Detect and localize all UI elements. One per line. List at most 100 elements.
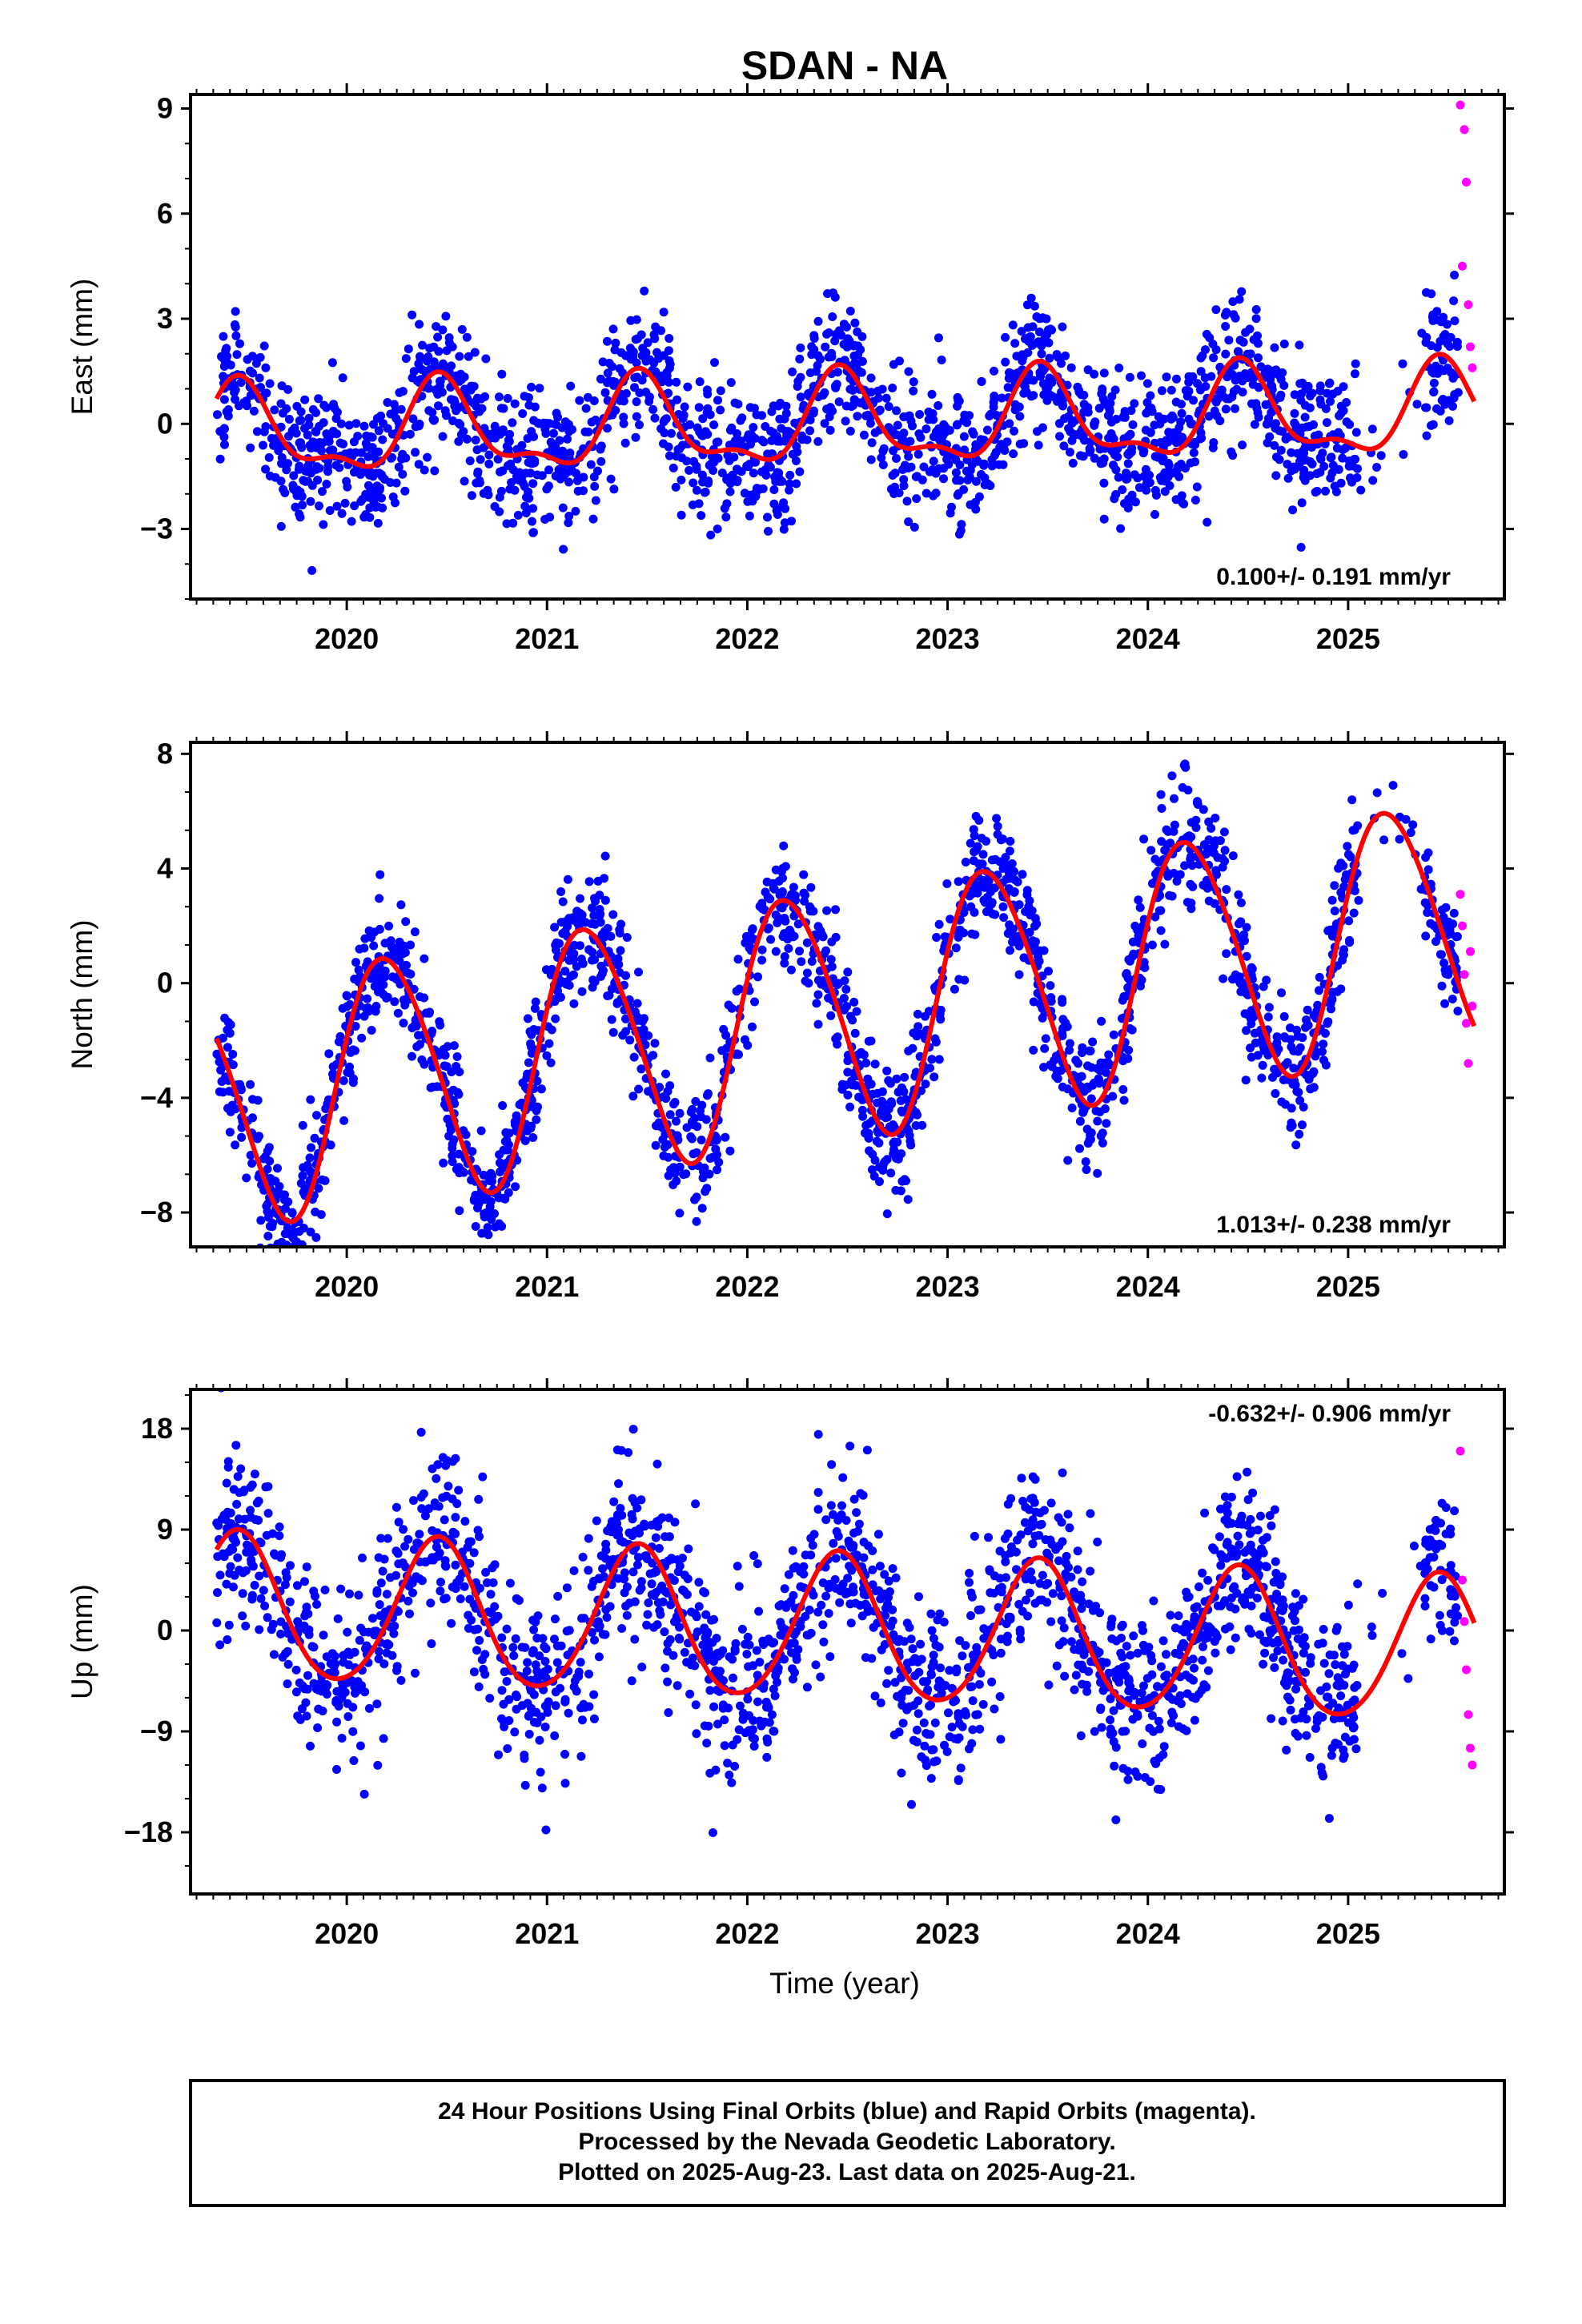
- north-final-point: [1156, 926, 1166, 935]
- up-final-point: [837, 1501, 846, 1510]
- north-final-point: [1030, 922, 1039, 931]
- north-final-point: [793, 919, 803, 929]
- north-final-point: [528, 1133, 538, 1142]
- north-final-point: [555, 939, 564, 948]
- east-final-point: [1163, 459, 1173, 468]
- north-final-point: [1006, 946, 1014, 955]
- east-final-point: [444, 333, 454, 343]
- north-final-point: [1257, 1036, 1267, 1046]
- up-final-point: [1041, 1535, 1050, 1545]
- north-final-point: [1435, 950, 1445, 959]
- north-final-point: [661, 1094, 671, 1104]
- east-final-point: [665, 334, 674, 343]
- east-final-point: [927, 389, 937, 399]
- east-final-point: [447, 395, 456, 404]
- east-final-point: [636, 330, 646, 340]
- north-final-point: [588, 955, 596, 965]
- north-final-point: [826, 1011, 836, 1020]
- east-final-point: [542, 419, 552, 428]
- east-final-point: [914, 429, 924, 439]
- east-final-point: [969, 429, 978, 439]
- east-final-point: [424, 406, 434, 416]
- east-final-point: [1137, 371, 1146, 380]
- north-final-point: [705, 1053, 715, 1063]
- east-final-point: [1345, 420, 1355, 429]
- north-final-point: [1211, 866, 1221, 875]
- up-final-point: [1042, 1598, 1052, 1607]
- east-final-point: [619, 412, 628, 422]
- up-final-point: [965, 1578, 974, 1587]
- north-final-point: [1022, 886, 1032, 895]
- east-final-point: [416, 353, 425, 363]
- east-final-point: [1165, 468, 1174, 478]
- east-final-point: [219, 424, 229, 433]
- east-final-point: [1010, 405, 1020, 415]
- east-final-point: [329, 400, 338, 409]
- north-final-point: [486, 1196, 496, 1206]
- north-y-tick-label: 8: [157, 737, 173, 770]
- north-final-point: [897, 1108, 907, 1117]
- east-final-point: [1271, 419, 1280, 428]
- north-final-point: [996, 835, 1006, 845]
- east-final-point: [693, 423, 702, 432]
- east-final-point: [259, 341, 269, 351]
- east-final-point: [717, 468, 727, 478]
- east-final-point: [821, 342, 830, 352]
- up-final-point: [399, 1525, 408, 1534]
- east-final-point: [231, 331, 241, 340]
- east-final-point: [1010, 426, 1018, 436]
- north-final-point: [1104, 1050, 1114, 1059]
- east-final-point: [280, 488, 290, 497]
- north-final-point: [522, 1126, 532, 1136]
- north-final-point: [634, 1084, 644, 1094]
- north-final-point: [459, 1126, 468, 1136]
- east-final-point: [1130, 497, 1140, 507]
- north-final-point: [1093, 1168, 1102, 1178]
- north-final-point: [375, 870, 385, 879]
- up-final-point: [1159, 1742, 1169, 1751]
- east-final-point: [528, 479, 538, 489]
- north-final-point: [1218, 854, 1227, 863]
- east-final-point: [589, 472, 599, 481]
- east-final-point: [1372, 463, 1382, 472]
- north-final-point: [369, 941, 379, 951]
- east-final-point: [1237, 287, 1247, 296]
- east-final-point: [915, 410, 925, 419]
- north-final-point: [536, 1084, 546, 1094]
- east-final-point: [900, 464, 909, 473]
- north-final-point: [477, 1228, 487, 1238]
- chart-title: SDAN - NA: [741, 43, 948, 88]
- east-final-point: [951, 455, 961, 464]
- east-y-tick-label: 9: [157, 92, 173, 125]
- north-final-point: [780, 952, 789, 961]
- north-final-point: [559, 978, 568, 987]
- up-final-point: [884, 1576, 893, 1586]
- east-final-point: [1276, 390, 1286, 400]
- north-final-point: [1219, 827, 1229, 837]
- north-final-point: [1347, 795, 1357, 805]
- north-final-point: [1228, 851, 1238, 861]
- east-final-point: [881, 393, 891, 403]
- east-final-point: [769, 499, 779, 509]
- east-final-point: [1344, 456, 1354, 465]
- east-final-point: [643, 338, 652, 348]
- east-final-point: [236, 378, 246, 388]
- north-final-point: [1058, 1015, 1068, 1024]
- east-final-point: [596, 456, 606, 466]
- up-final-point: [601, 1539, 611, 1549]
- north-final-point: [1134, 895, 1143, 905]
- east-final-point: [1090, 420, 1099, 430]
- east-final-point: [1421, 338, 1431, 348]
- east-final-point: [223, 405, 233, 414]
- north-final-point: [1097, 1016, 1106, 1026]
- east-final-point: [1023, 333, 1033, 343]
- up-final-point: [936, 1663, 945, 1673]
- east-final-point: [635, 388, 644, 397]
- north-final-point: [1162, 825, 1171, 834]
- north-final-point: [345, 1068, 355, 1078]
- up-final-point: [1133, 1648, 1142, 1658]
- north-final-point: [1136, 981, 1145, 991]
- east-final-point: [929, 415, 938, 424]
